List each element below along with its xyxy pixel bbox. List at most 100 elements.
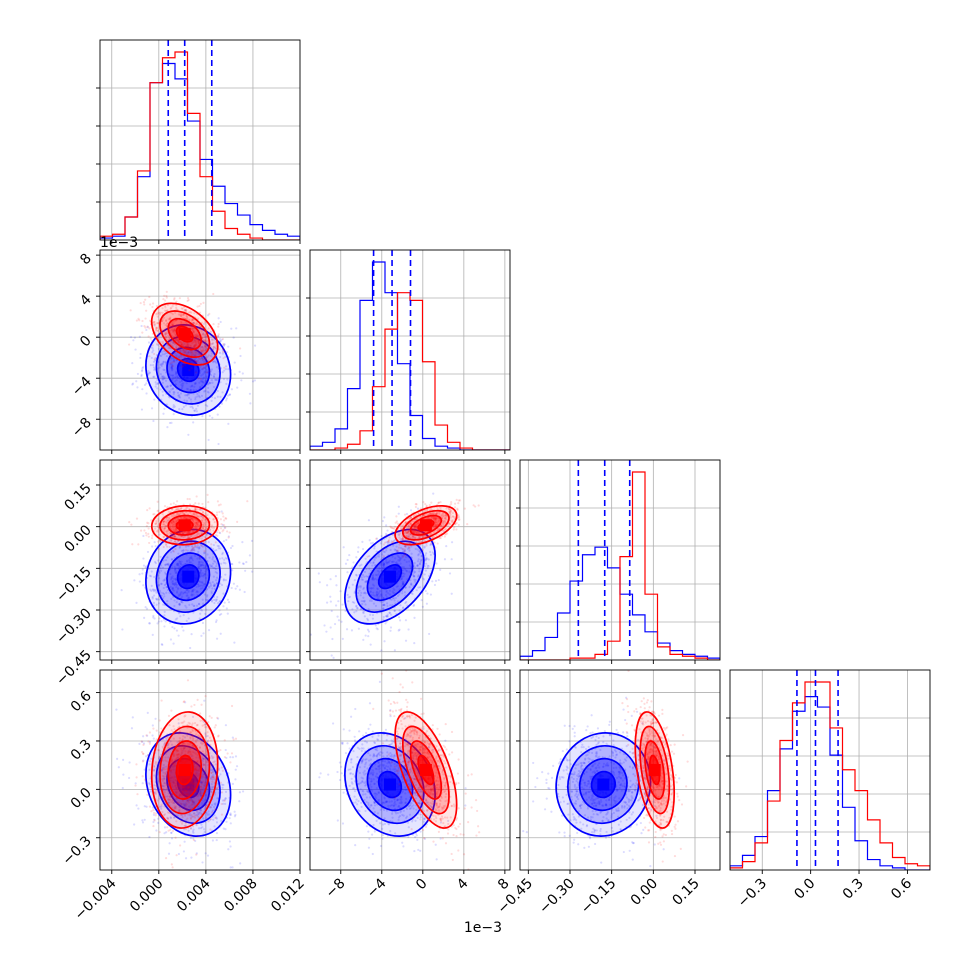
scatter-point <box>161 342 165 345</box>
scatter-point <box>157 518 160 521</box>
scatter-point <box>157 509 160 512</box>
scatter-point <box>385 614 389 618</box>
scatter-point <box>175 601 178 604</box>
scatter-point <box>194 340 198 343</box>
scatter-point <box>144 298 147 301</box>
scatter-point <box>192 589 195 592</box>
scatter-point <box>195 337 198 340</box>
scatter-point <box>197 560 201 563</box>
scatter-point <box>394 549 397 552</box>
scatter-point <box>208 370 211 373</box>
scatter-point <box>196 508 199 511</box>
scatter-point <box>171 387 175 390</box>
scatter-point <box>163 742 166 745</box>
scatter-point <box>198 565 201 568</box>
scatter-point <box>448 511 452 514</box>
scatter-point <box>231 569 234 572</box>
scatter-point <box>171 532 174 536</box>
scatter-point <box>197 340 200 343</box>
scatter-point <box>199 569 203 572</box>
scatter-point <box>397 546 401 549</box>
scatter-point <box>197 565 200 568</box>
scatter-point <box>215 511 219 514</box>
scatter-point <box>399 558 402 561</box>
scatter-point <box>184 857 188 860</box>
scatter-point <box>186 342 189 346</box>
scatter-point <box>221 553 224 556</box>
scatter-point <box>371 577 374 580</box>
scatter-point <box>176 588 180 591</box>
scatter-point <box>162 523 165 526</box>
scatter-point <box>177 355 181 358</box>
scatter-point <box>149 588 152 591</box>
scatter-point <box>218 405 221 408</box>
scatter-point <box>203 583 206 586</box>
scatter-point <box>160 643 163 646</box>
scatter-point <box>225 382 228 386</box>
scatter-point <box>407 529 410 532</box>
scatter-point <box>418 536 421 539</box>
scatter-point <box>196 557 199 560</box>
scatter-point <box>213 802 216 805</box>
scatter-point <box>178 361 181 364</box>
scatter-point <box>403 550 406 553</box>
scatter-point <box>178 809 181 812</box>
scatter-point <box>199 584 203 587</box>
scatter-point <box>220 522 223 526</box>
scatter-point <box>401 583 404 586</box>
scatter-point <box>230 562 233 566</box>
scatter-point <box>186 506 189 509</box>
scatter-point <box>167 852 171 855</box>
scatter-point <box>398 559 401 563</box>
scatter-point <box>403 568 407 571</box>
scatter-point <box>187 393 191 396</box>
scatter-point <box>186 589 189 592</box>
scatter-point <box>163 579 166 582</box>
scatter-point <box>178 545 182 548</box>
scatter-point <box>335 584 338 587</box>
scatter-point <box>215 513 219 517</box>
density-peak <box>178 519 191 532</box>
panel-frame <box>99 459 301 661</box>
scatter-point <box>155 327 158 330</box>
scatter-point <box>180 507 183 510</box>
scatter-point <box>210 592 213 595</box>
scatter-point <box>144 566 147 569</box>
scatter-point <box>363 591 367 594</box>
scatter-point <box>351 608 354 611</box>
scatter-point <box>165 403 169 406</box>
scatter-point <box>197 352 200 355</box>
scatter-point <box>189 550 192 553</box>
scatter-point <box>373 545 376 548</box>
scatter-point <box>195 351 198 354</box>
scatter-point <box>360 563 363 566</box>
scatter-point <box>200 349 203 352</box>
scatter-point <box>171 588 174 591</box>
scatter-point <box>189 836 193 840</box>
scatter-point <box>431 536 434 539</box>
scatter-point <box>169 816 172 819</box>
scatter-point <box>153 320 156 324</box>
scatter-point <box>195 410 198 413</box>
scatter-point <box>429 550 432 553</box>
scatter-point <box>357 627 360 630</box>
scatter-point <box>377 597 380 600</box>
scatter-point <box>149 337 152 340</box>
scatter-point <box>414 502 417 506</box>
scatter-point <box>154 562 157 565</box>
scatter-point <box>177 341 180 344</box>
scatter-point <box>401 537 404 541</box>
scatter-point <box>191 350 194 354</box>
scatter-point <box>391 597 395 600</box>
scatter-point <box>151 305 154 309</box>
scatter-point <box>365 567 368 571</box>
scatter-point <box>367 608 370 611</box>
scatter-point <box>175 562 179 566</box>
scatter-point <box>198 561 201 564</box>
scatter-point <box>449 523 452 526</box>
scatter-point <box>421 548 424 551</box>
scatter-point <box>412 531 415 534</box>
scatter-point <box>199 790 202 793</box>
scatter-point <box>397 616 401 619</box>
scatter-point <box>186 342 190 346</box>
